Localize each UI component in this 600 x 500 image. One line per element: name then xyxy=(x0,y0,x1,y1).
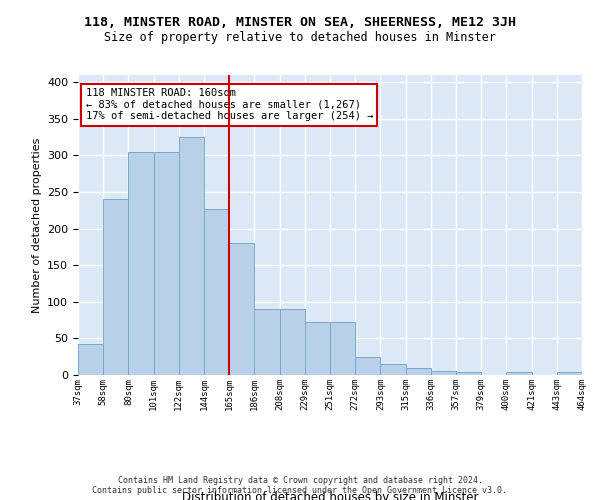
Bar xyxy=(305,322,330,375)
Text: Size of property relative to detached houses in Minster: Size of property relative to detached ho… xyxy=(104,31,496,44)
Text: 118, MINSTER ROAD, MINSTER ON SEA, SHEERNESS, ME12 3JH: 118, MINSTER ROAD, MINSTER ON SEA, SHEER… xyxy=(84,16,516,29)
Bar xyxy=(506,372,532,375)
Bar xyxy=(254,309,280,375)
Text: 118 MINSTER ROAD: 160sqm
← 83% of detached houses are smaller (1,267)
17% of sem: 118 MINSTER ROAD: 160sqm ← 83% of detach… xyxy=(86,88,373,122)
Bar xyxy=(431,372,456,375)
X-axis label: Distribution of detached houses by size in Minster: Distribution of detached houses by size … xyxy=(182,490,478,500)
Bar xyxy=(557,372,582,375)
Text: Contains HM Land Registry data © Crown copyright and database right 2024.
Contai: Contains HM Land Registry data © Crown c… xyxy=(92,476,508,495)
Bar xyxy=(128,152,154,375)
Bar xyxy=(229,244,254,375)
Bar xyxy=(204,209,229,375)
Y-axis label: Number of detached properties: Number of detached properties xyxy=(32,138,41,312)
Bar xyxy=(456,372,481,375)
Bar xyxy=(154,152,179,375)
Bar xyxy=(380,364,406,375)
Bar xyxy=(103,200,128,375)
Bar xyxy=(406,368,431,375)
Bar xyxy=(355,356,380,375)
Bar xyxy=(179,137,204,375)
Bar xyxy=(280,309,305,375)
Bar xyxy=(330,322,355,375)
Bar xyxy=(78,344,103,375)
